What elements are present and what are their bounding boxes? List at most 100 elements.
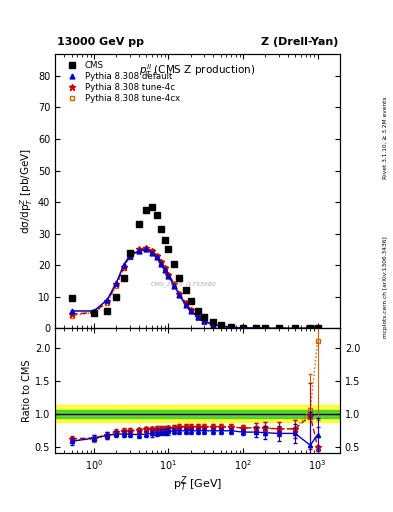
Pythia 8.308 tune-4c — [229, 324, 234, 330]
Pythia 8.308 tune-4cx — [144, 246, 149, 252]
Text: Rivet 3.1.10, ≥ 3.2M events: Rivet 3.1.10, ≥ 3.2M events — [383, 97, 387, 180]
Pythia 8.308 default — [263, 325, 268, 331]
Pythia 8.308 tune-4cx — [308, 325, 313, 331]
CMS — [196, 308, 200, 314]
CMS — [136, 221, 141, 227]
Pythia 8.308 tune-4c — [293, 325, 298, 331]
CMS — [166, 246, 171, 252]
Pythia 8.308 tune-4cx — [218, 323, 223, 329]
CMS — [150, 204, 154, 210]
Pythia 8.308 tune-4c — [276, 325, 281, 331]
Pythia 8.308 tune-4c — [136, 246, 141, 252]
Pythia 8.308 tune-4c — [144, 245, 149, 251]
Pythia 8.308 default — [136, 248, 141, 254]
Pythia 8.308 default — [189, 308, 193, 314]
Pythia 8.308 default — [308, 325, 313, 331]
Pythia 8.308 tune-4cx — [136, 248, 141, 254]
Pythia 8.308 default — [105, 297, 110, 303]
CMS — [202, 314, 206, 321]
Y-axis label: dσ/dp$_T^Z$ [pb/GeV]: dσ/dp$_T^Z$ [pb/GeV] — [18, 148, 35, 234]
Pythia 8.308 tune-4c — [121, 264, 126, 270]
Pythia 8.308 tune-4cx — [154, 252, 159, 259]
Pythia 8.308 tune-4c — [92, 309, 96, 315]
Pythia 8.308 default — [172, 283, 177, 289]
CMS — [229, 324, 234, 330]
Pythia 8.308 tune-4cx — [172, 281, 177, 287]
CMS — [172, 261, 177, 267]
Pythia 8.308 tune-4c — [211, 321, 216, 327]
Pythia 8.308 default — [293, 325, 298, 331]
Pythia 8.308 default — [177, 292, 182, 298]
Pythia 8.308 tune-4c — [196, 313, 200, 319]
Pythia 8.308 default — [315, 325, 320, 331]
Line: Pythia 8.308 tune-4cx: Pythia 8.308 tune-4cx — [69, 247, 320, 331]
Pythia 8.308 default — [144, 246, 149, 252]
CMS — [308, 325, 313, 331]
Pythia 8.308 tune-4cx — [263, 325, 268, 331]
CMS — [127, 249, 132, 255]
Pythia 8.308 tune-4cx — [163, 265, 167, 271]
CMS — [293, 325, 298, 331]
Y-axis label: Ratio to CMS: Ratio to CMS — [22, 359, 32, 422]
Pythia 8.308 default — [229, 325, 234, 331]
Pythia 8.308 default — [166, 273, 171, 280]
Pythia 8.308 tune-4cx — [121, 265, 126, 271]
CMS — [144, 207, 149, 213]
Pythia 8.308 tune-4c — [150, 248, 154, 254]
Pythia 8.308 default — [163, 267, 167, 273]
Pythia 8.308 tune-4cx — [229, 324, 234, 330]
Pythia 8.308 tune-4c — [241, 325, 245, 331]
Pythia 8.308 tune-4cx — [166, 271, 171, 278]
CMS — [92, 309, 96, 315]
Pythia 8.308 default — [196, 314, 200, 321]
Pythia 8.308 tune-4cx — [127, 254, 132, 261]
Pythia 8.308 tune-4c — [159, 259, 163, 265]
Pythia 8.308 tune-4cx — [276, 325, 281, 331]
Pythia 8.308 default — [241, 325, 245, 331]
X-axis label: p$_T^Z$ [GeV]: p$_T^Z$ [GeV] — [173, 475, 222, 494]
CMS — [189, 298, 193, 305]
CMS — [159, 226, 163, 232]
Line: Pythia 8.308 default: Pythia 8.308 default — [69, 247, 320, 331]
Pythia 8.308 tune-4cx — [183, 300, 188, 306]
Text: $p_T^{ll}$ (CMS Z production): $p_T^{ll}$ (CMS Z production) — [140, 62, 255, 79]
Pythia 8.308 tune-4cx — [254, 325, 259, 331]
CMS — [211, 319, 216, 325]
Pythia 8.308 tune-4c — [154, 252, 159, 259]
Text: mcplots.cern.ch [arXiv:1306.3436]: mcplots.cern.ch [arXiv:1306.3436] — [383, 236, 387, 337]
Text: CMS_2019_I1755680: CMS_2019_I1755680 — [150, 282, 216, 287]
CMS — [254, 325, 259, 331]
Pythia 8.308 tune-4cx — [177, 290, 182, 296]
Pythia 8.308 tune-4cx — [114, 283, 119, 289]
Bar — [55, 405, 340, 421]
Pythia 8.308 tune-4c — [177, 290, 182, 296]
Pythia 8.308 tune-4cx — [315, 325, 320, 331]
Pythia 8.308 tune-4cx — [92, 309, 96, 315]
CMS — [105, 308, 110, 314]
Pythia 8.308 tune-4c — [202, 317, 206, 324]
Pythia 8.308 tune-4cx — [196, 313, 200, 319]
Pythia 8.308 default — [218, 323, 223, 329]
Pythia 8.308 default — [183, 302, 188, 308]
Pythia 8.308 default — [127, 252, 132, 259]
Pythia 8.308 default — [150, 249, 154, 255]
Pythia 8.308 tune-4cx — [293, 325, 298, 331]
Pythia 8.308 tune-4cx — [189, 307, 193, 313]
Pythia 8.308 tune-4c — [69, 311, 74, 317]
Text: 13000 GeV pp: 13000 GeV pp — [57, 37, 144, 47]
Line: Pythia 8.308 tune-4c: Pythia 8.308 tune-4c — [68, 244, 321, 332]
Pythia 8.308 default — [154, 254, 159, 261]
Pythia 8.308 tune-4c — [105, 298, 110, 305]
Bar — [55, 410, 340, 418]
Pythia 8.308 tune-4c — [163, 265, 167, 271]
Pythia 8.308 default — [211, 322, 216, 328]
CMS — [177, 275, 182, 281]
Legend: CMS, Pythia 8.308 default, Pythia 8.308 tune-4c, Pythia 8.308 tune-4cx: CMS, Pythia 8.308 default, Pythia 8.308 … — [61, 59, 182, 105]
Pythia 8.308 default — [254, 325, 259, 331]
CMS — [315, 325, 320, 331]
Pythia 8.308 tune-4c — [189, 307, 193, 313]
CMS — [163, 237, 167, 243]
CMS — [154, 211, 159, 218]
Pythia 8.308 tune-4cx — [159, 259, 163, 265]
CMS — [276, 325, 281, 331]
